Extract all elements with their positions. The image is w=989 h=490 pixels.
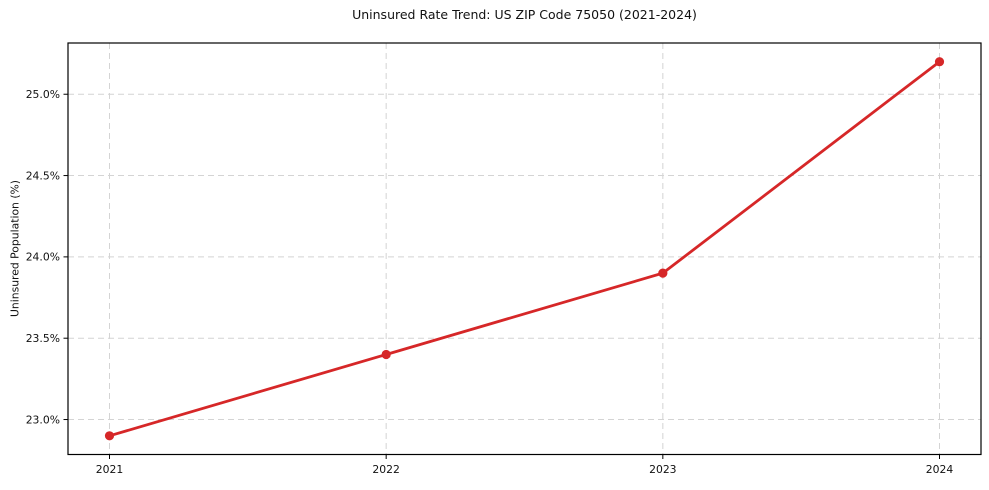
data-point [658,268,668,278]
data-point [381,349,391,360]
y-tick-label: 23.5% [26,332,60,345]
y-tick-label: 25.0% [26,88,60,101]
x-tick-label: 2024 [926,463,954,476]
y-tick-label: 23.0% [26,413,60,426]
data-point [934,57,945,67]
y-tick-label: 24.0% [26,251,60,264]
y-tick-label: 24.5% [26,169,60,182]
x-tick-label: 2021 [96,463,123,476]
trend-line [108,60,941,438]
chart-title: Uninsured Rate Trend: US ZIP Code 75050 … [352,7,697,22]
x-tick-label: 2023 [649,463,676,476]
data-point [104,431,115,441]
x-tick-label: 2022 [372,463,399,476]
plot-border [67,42,982,456]
